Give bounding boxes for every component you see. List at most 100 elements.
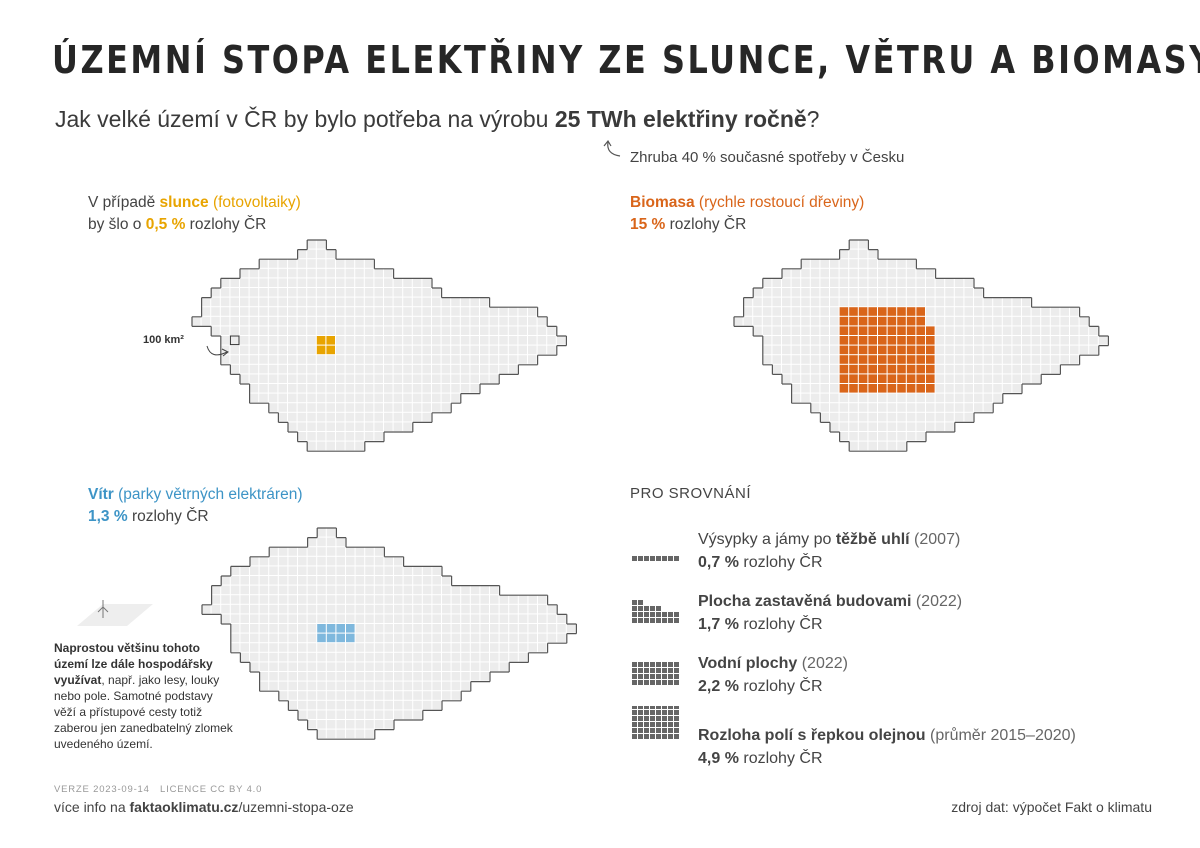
map-cell — [297, 412, 307, 422]
map-cell — [394, 710, 403, 719]
map-cell — [839, 259, 849, 268]
map-cell — [278, 316, 287, 326]
map-cell — [849, 336, 858, 345]
map-cell — [830, 316, 839, 326]
map-cell — [839, 268, 849, 278]
map-cell — [278, 384, 287, 393]
map-cell — [964, 345, 973, 355]
map-cell — [945, 307, 954, 316]
map-cell — [211, 326, 220, 335]
map-cell — [839, 364, 849, 374]
map-cell — [269, 672, 278, 681]
wind-panel-title: Vítr (parky větrných elektráren) 1,3 % r… — [88, 484, 303, 528]
map-cell — [830, 393, 839, 403]
map-cell — [935, 393, 945, 403]
map-cell — [307, 700, 317, 710]
map-cell — [858, 297, 868, 307]
map-cell — [355, 662, 365, 671]
map-cell — [926, 374, 935, 383]
map-cell — [762, 278, 772, 287]
map-cell — [384, 316, 393, 326]
map-cell — [249, 374, 259, 383]
map-cell — [460, 297, 470, 307]
map-cell — [547, 604, 557, 614]
map-cell — [801, 384, 810, 393]
map-cell — [849, 393, 858, 403]
comparison-cell — [668, 716, 673, 721]
map-cell — [887, 326, 897, 335]
map-cell — [403, 307, 412, 316]
map-cell — [858, 326, 868, 335]
map-cell — [384, 604, 393, 614]
map-cell — [326, 278, 335, 287]
map-cell — [499, 307, 508, 316]
comparison-cell — [638, 728, 643, 733]
map-cell — [374, 364, 383, 374]
map-cell — [297, 384, 307, 393]
map-cell — [451, 316, 460, 326]
map-cell — [887, 364, 897, 374]
map-cell — [451, 595, 461, 604]
map-cell — [307, 307, 316, 316]
map-cell — [394, 633, 403, 643]
map-cell — [897, 355, 906, 364]
map-cell — [384, 585, 393, 595]
map-cell — [259, 307, 268, 316]
map-cell — [345, 412, 355, 422]
map-cell — [470, 364, 479, 374]
map-cell — [336, 259, 345, 268]
map-cell — [394, 556, 403, 566]
map-cell — [935, 345, 945, 355]
map-cell — [307, 422, 316, 431]
map-cell — [413, 710, 422, 719]
map-cell — [221, 595, 230, 604]
map-cell — [249, 316, 259, 326]
map-cell — [355, 681, 365, 691]
map-cell — [288, 268, 297, 278]
map-cell — [364, 422, 374, 431]
map-cell — [432, 643, 441, 652]
map-cell — [839, 393, 849, 403]
map-cell — [374, 556, 384, 566]
comparison-cell — [644, 734, 649, 739]
map-cell — [384, 566, 393, 575]
map-cell — [230, 643, 240, 652]
map-cell — [336, 672, 345, 681]
map-cell — [839, 249, 849, 259]
map-cell — [432, 576, 441, 585]
map-cell — [384, 720, 393, 729]
map-cell — [566, 624, 576, 633]
map-cell — [528, 355, 537, 364]
map-cell — [278, 566, 288, 575]
map-cell — [830, 355, 839, 364]
map-cell — [298, 700, 307, 710]
map-cell — [753, 288, 762, 297]
map-cell — [422, 403, 431, 412]
map-cell — [336, 297, 345, 307]
map-cell — [1031, 326, 1041, 335]
map-cell — [345, 355, 355, 364]
map-cell — [528, 643, 537, 652]
map-cell — [508, 336, 518, 345]
subtitle-prefix: Jak velké území v ČR by bylo potřeba na … — [55, 106, 555, 132]
map-cell — [384, 700, 393, 710]
map-cell — [480, 672, 489, 681]
map-cell — [364, 432, 374, 441]
info-link[interactable]: faktaoklimatu.cz/uzemni-stopa-oze — [130, 799, 354, 815]
map-cell — [974, 336, 983, 345]
map-cell — [887, 441, 897, 451]
map-cell — [326, 297, 335, 307]
map-cell — [278, 345, 287, 355]
map-cell — [791, 316, 801, 326]
map-cell — [887, 432, 897, 441]
map-cell — [1031, 336, 1041, 345]
map-cell — [403, 336, 412, 345]
map-cell — [278, 556, 288, 566]
map-cell — [878, 393, 887, 403]
map-cell — [412, 412, 422, 422]
comparison-cell — [650, 728, 655, 733]
map-cell — [336, 556, 345, 566]
comparison-cell — [638, 722, 643, 727]
map-cell — [259, 672, 269, 681]
map-cell — [432, 307, 441, 316]
